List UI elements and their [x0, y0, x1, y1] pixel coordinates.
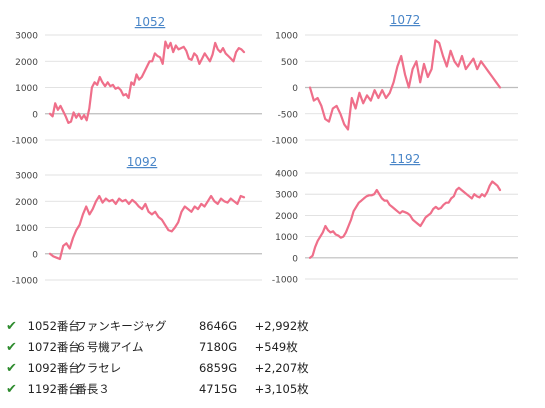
y-tick-label: -1000 — [272, 276, 298, 286]
summary-row: ✔ 1192番台 番長３ 4715G +3,105枚 — [6, 379, 541, 400]
result-value: +3,105枚 — [254, 382, 309, 396]
y-tick-label: 3000 — [15, 32, 38, 42]
machine-name: ファンキージャグ — [75, 319, 167, 333]
chart-title: 1072 — [390, 13, 421, 27]
y-tick-label: -1000 — [272, 137, 298, 147]
y-tick-label: 0 — [292, 84, 298, 94]
y-tick-label: -500 — [278, 110, 299, 120]
charts-area: 3000200010000-1000105210005000-500-10001… — [12, 13, 518, 287]
y-tick-label: 1000 — [275, 32, 298, 42]
summary-row: ✔ 1072番台 ６号機アイム 7180G +549枚 — [6, 337, 541, 358]
y-tick-label: 0 — [292, 254, 298, 264]
series-line — [308, 180, 502, 259]
chart-1072: 1000 500 0 -500 -1000 1072 — [272, 13, 518, 147]
y-tick-label: 2000 — [275, 212, 298, 222]
game-count: 6859G — [198, 361, 238, 375]
machine-number: 1192番台 — [27, 382, 80, 396]
machine-name: ６号機アイム — [75, 340, 144, 354]
summary-row: ✔ 1092番台 クラセレ 6859G +2,207枚 — [6, 358, 541, 379]
y-tick-label: 2000 — [15, 58, 38, 68]
y-tick-label: 3000 — [15, 172, 38, 182]
machine-name: 番長３ — [75, 382, 110, 396]
chart-title: 1052 — [135, 15, 166, 29]
y-tick-label: 1000 — [275, 233, 298, 243]
check-icon: ✔ — [6, 361, 17, 376]
check-icon: ✔ — [6, 340, 17, 355]
machine-number: 1072番台 — [27, 340, 80, 354]
y-tick-label: 4000 — [275, 170, 298, 180]
y-tick-label: -1000 — [12, 277, 38, 287]
summary-row: ✔ 1052番台 ファンキージャグ 8646G +2,992枚 — [6, 316, 541, 337]
y-tick-label: 500 — [281, 58, 298, 68]
y-tick-label: 3000 — [275, 191, 298, 201]
result-value: +549枚 — [254, 340, 298, 354]
series-line — [48, 194, 246, 261]
check-icon: ✔ — [6, 319, 17, 334]
machine-number: 1092番台 — [27, 361, 80, 375]
series-line — [48, 40, 246, 125]
check-icon: ✔ — [6, 382, 17, 397]
summary-list: ✔ 1052番台 ファンキージャグ 8646G +2,992枚 ✔ 1072番台… — [6, 316, 541, 400]
chart-1052: 3000 2000 1000 0 -1000 1052 — [12, 15, 262, 147]
y-tick-label: 0 — [32, 250, 38, 260]
machine-number: 1052番台 — [27, 319, 80, 333]
machine-name: クラセレ — [75, 361, 122, 375]
game-count: 7180G — [198, 340, 238, 354]
game-count: 4715G — [198, 382, 238, 396]
y-tick-label: -1000 — [12, 137, 38, 147]
chart-title: 1092 — [127, 155, 158, 169]
result-value: +2,992枚 — [254, 319, 309, 333]
chart-1192: 4000 3000 2000 1000 0 -1000 1192 — [272, 152, 518, 286]
chart-1092: 3000 2000 1000 0 -1000 1092 — [12, 155, 262, 287]
y-tick-label: 1000 — [15, 224, 38, 234]
y-tick-label: 2000 — [15, 198, 38, 208]
y-tick-label: 0 — [32, 110, 38, 120]
result-value: +2,207枚 — [254, 361, 309, 375]
chart-title: 1192 — [390, 152, 421, 166]
game-count: 8646G — [198, 319, 238, 333]
y-tick-label: 1000 — [15, 84, 38, 94]
series-line — [308, 39, 502, 131]
